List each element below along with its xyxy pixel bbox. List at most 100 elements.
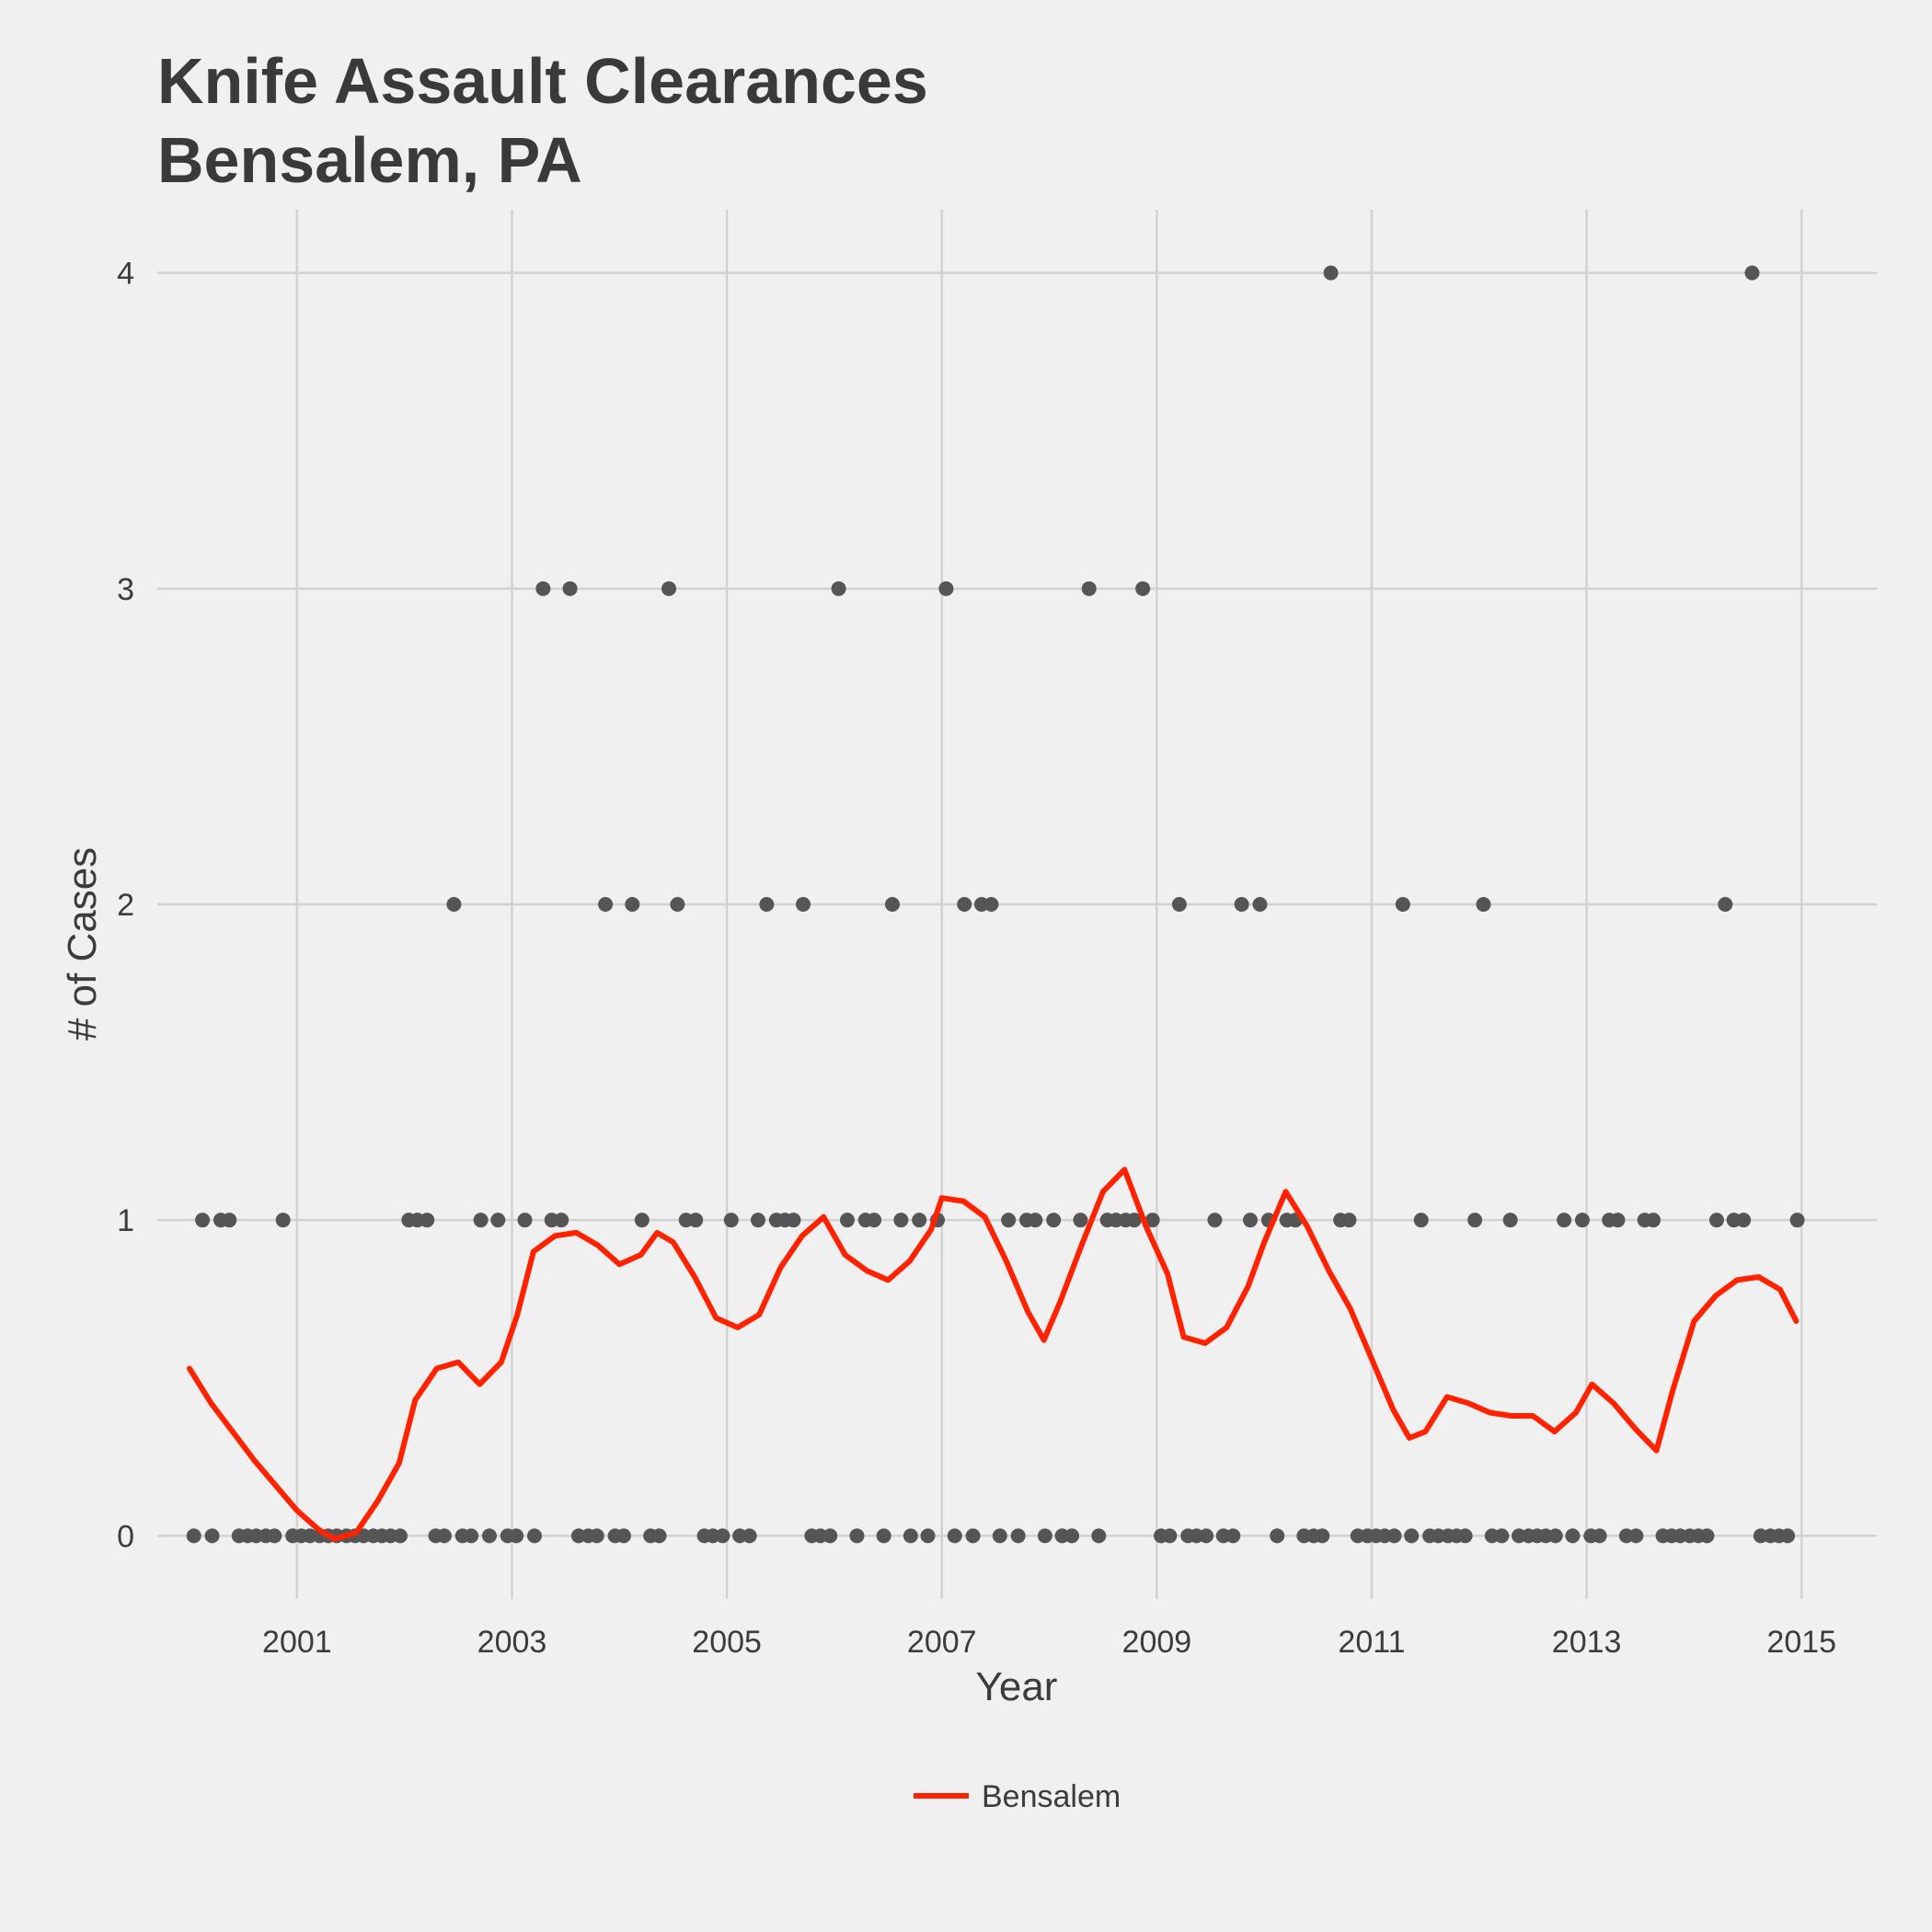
data-point [938,581,954,596]
data-point [535,581,551,596]
data-point [1610,1213,1626,1228]
data-point [1037,1528,1052,1544]
data-point [615,1528,631,1544]
x-tick-label: 2009 [1122,1625,1192,1660]
x-tick-label: 2001 [262,1625,332,1660]
data-point [1574,1213,1590,1228]
data-point [742,1528,757,1544]
data-point [1646,1213,1662,1228]
data-point [786,1213,801,1228]
x-tick-label: 2005 [692,1625,762,1660]
data-point [509,1528,524,1544]
data-point [1135,581,1151,596]
data-point [750,1213,765,1228]
y-tick-label: 2 [117,888,134,923]
x-axis-ticks: 2001 2003 2005 2007 2009 2011 2013 2015 [262,1625,1836,1660]
data-point [759,897,775,912]
data-point [562,581,578,596]
data-point [195,1213,211,1228]
trend-lines [187,1167,1800,1542]
data-point [1091,1528,1107,1544]
data-point [688,1213,704,1228]
data-point [1252,897,1268,912]
data-point [1081,581,1097,596]
data-point [965,1528,981,1544]
series-line-bensalem [187,1167,1800,1542]
data-point [490,1213,506,1228]
data-point [473,1213,489,1228]
data-point [1476,897,1491,912]
data-point [831,581,846,596]
data-point [1341,1213,1357,1228]
data-point [1699,1528,1715,1544]
y-axis-title: # of Cases [60,847,105,1041]
data-point [186,1528,201,1544]
y-axis-ticks: 0 1 2 3 4 [117,257,134,1555]
data-point [1744,265,1760,281]
data-point [481,1528,497,1544]
data-point [1547,1528,1563,1544]
scatter-points [186,265,1805,1544]
data-point [1028,1213,1043,1228]
data-point [1270,1528,1285,1544]
y-tick-label: 3 [117,572,134,607]
data-point [589,1528,604,1544]
data-point [446,897,462,912]
data-point [876,1528,891,1544]
data-point [1557,1213,1572,1228]
data-point [1046,1213,1062,1228]
data-point [1144,1213,1160,1228]
data-point [912,1213,927,1228]
data-point [464,1528,479,1544]
data-point [715,1528,730,1544]
data-point [1207,1213,1223,1228]
data-point [957,897,972,912]
data-point [1010,1528,1026,1544]
data-point [625,897,640,912]
data-point [392,1528,408,1544]
x-tick-label: 2015 [1766,1625,1836,1660]
data-point [1064,1528,1080,1544]
data-point [598,897,614,912]
data-point [517,1213,533,1228]
data-point [1565,1528,1581,1544]
data-point [983,897,999,912]
data-point [1789,1213,1805,1228]
data-point [1404,1528,1420,1544]
data-point [1171,897,1187,912]
x-tick-label: 2003 [477,1625,547,1660]
legend: Bensalem [914,1779,1121,1814]
data-point [1315,1528,1330,1544]
data-point [1736,1213,1752,1228]
data-point [204,1528,220,1544]
data-point [436,1528,452,1544]
legend-label-bensalem: Bensalem [982,1779,1121,1814]
data-point [1225,1528,1241,1544]
data-point [839,1213,855,1228]
data-point [670,897,685,912]
data-point [893,1213,909,1228]
data-point [1494,1528,1510,1544]
chart-title-line-2: Bensalem, PA [157,124,582,196]
data-point [1073,1213,1088,1228]
data-point [1592,1528,1607,1544]
data-point [1234,897,1249,912]
data-point [1502,1213,1518,1228]
data-point [723,1213,739,1228]
y-tick-label: 1 [117,1203,134,1238]
data-point [420,1213,435,1228]
data-point [796,897,811,912]
data-point [1467,1213,1483,1228]
data-point [1323,265,1339,281]
data-point [275,1213,291,1228]
data-point [554,1213,569,1228]
data-point [947,1528,962,1544]
data-point [661,581,677,596]
data-point [849,1528,865,1544]
data-point [1162,1528,1178,1544]
y-tick-label: 0 [117,1519,134,1554]
x-axis-title: Year [976,1664,1058,1709]
y-tick-label: 4 [117,257,134,292]
data-point [1457,1528,1473,1544]
